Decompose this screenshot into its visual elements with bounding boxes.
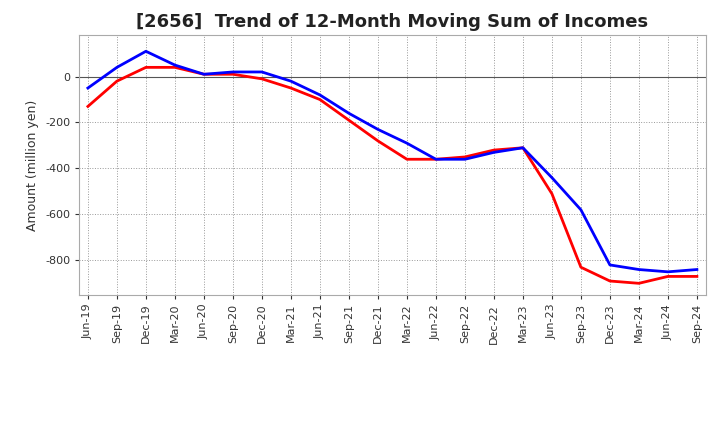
Net Income xyxy=(142,65,150,70)
Ordinary Income xyxy=(374,127,382,132)
Net Income xyxy=(518,145,527,150)
Ordinary Income xyxy=(431,157,440,162)
Net Income xyxy=(634,281,643,286)
Ordinary Income xyxy=(402,140,411,146)
Legend: Ordinary Income, Net Income: Ordinary Income, Net Income xyxy=(230,437,555,440)
Ordinary Income xyxy=(112,65,121,70)
Net Income xyxy=(490,147,498,153)
Net Income xyxy=(112,78,121,84)
Line: Ordinary Income: Ordinary Income xyxy=(88,51,697,272)
Ordinary Income xyxy=(490,150,498,155)
Ordinary Income xyxy=(171,62,179,68)
Net Income xyxy=(171,65,179,70)
Ordinary Income xyxy=(577,207,585,213)
Net Income xyxy=(345,117,354,123)
Ordinary Income xyxy=(142,49,150,54)
Net Income xyxy=(258,76,266,81)
Ordinary Income xyxy=(518,145,527,150)
Net Income xyxy=(315,97,324,102)
Ordinary Income xyxy=(664,269,672,275)
Y-axis label: Amount (million yen): Amount (million yen) xyxy=(27,99,40,231)
Net Income xyxy=(199,72,208,77)
Net Income xyxy=(402,157,411,162)
Net Income xyxy=(606,279,614,284)
Net Income xyxy=(693,274,701,279)
Ordinary Income xyxy=(606,262,614,268)
Ordinary Income xyxy=(228,70,237,75)
Net Income xyxy=(84,104,92,109)
Ordinary Income xyxy=(258,70,266,75)
Ordinary Income xyxy=(461,157,469,162)
Ordinary Income xyxy=(548,175,557,180)
Ordinary Income xyxy=(84,85,92,91)
Ordinary Income xyxy=(287,78,295,84)
Ordinary Income xyxy=(693,267,701,272)
Ordinary Income xyxy=(634,267,643,272)
Net Income xyxy=(287,85,295,91)
Net Income xyxy=(577,264,585,270)
Ordinary Income xyxy=(315,92,324,98)
Ordinary Income xyxy=(199,72,208,77)
Net Income xyxy=(461,154,469,160)
Net Income xyxy=(228,72,237,77)
Net Income xyxy=(548,191,557,196)
Ordinary Income xyxy=(345,111,354,116)
Net Income xyxy=(374,138,382,143)
Title: [2656]  Trend of 12-Month Moving Sum of Incomes: [2656] Trend of 12-Month Moving Sum of I… xyxy=(136,13,649,31)
Line: Net Income: Net Income xyxy=(88,67,697,283)
Net Income xyxy=(431,157,440,162)
Net Income xyxy=(664,274,672,279)
